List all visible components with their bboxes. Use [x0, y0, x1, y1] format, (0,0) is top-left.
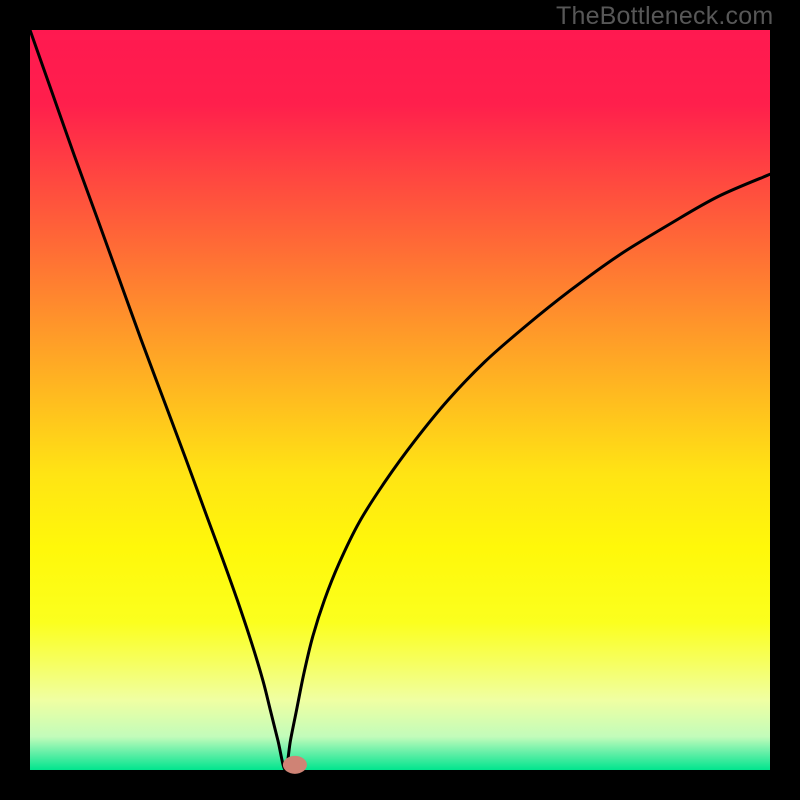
optimal-point-marker	[283, 756, 307, 774]
gradient-background	[30, 30, 770, 770]
bottleneck-chart	[0, 0, 800, 800]
watermark-text: TheBottleneck.com	[556, 2, 773, 31]
